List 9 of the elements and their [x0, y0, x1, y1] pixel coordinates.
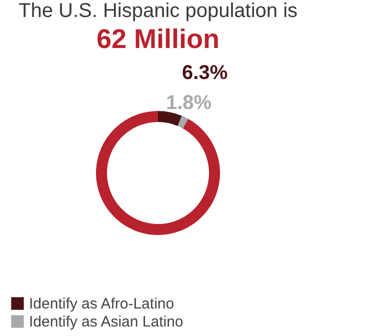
donut-slice — [96, 111, 220, 235]
data-label: 6.3% — [182, 62, 228, 84]
data-label: 1.8% — [166, 92, 212, 114]
legend-label: Identify as Afro-Latino — [29, 296, 174, 312]
donut-slice — [178, 116, 188, 128]
donut-slice — [158, 111, 182, 126]
legend-label: Identify as Asian Latino — [29, 314, 184, 330]
chart-subtitle: 62 Million — [96, 24, 220, 54]
chart-title: The U.S. Hispanic population is — [18, 0, 298, 22]
